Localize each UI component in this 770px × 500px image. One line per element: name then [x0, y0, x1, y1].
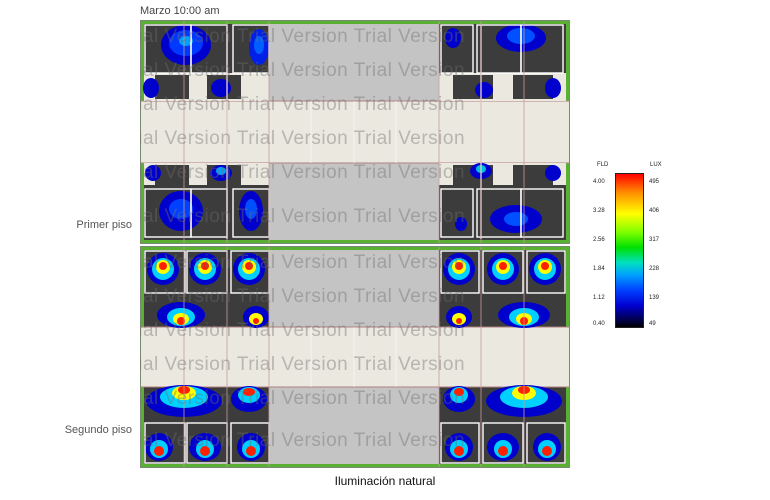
- legend-fld-tick: 2.56: [593, 237, 605, 243]
- legend-fld-tick: 0.40: [593, 321, 605, 327]
- legend-colorbar: [615, 173, 644, 328]
- illuminance-zones: [143, 24, 561, 233]
- watermark-text: Trial Version Trial Version Trial Versio…: [140, 286, 466, 307]
- legend-fld-tick: 1.12: [593, 295, 605, 301]
- legend-lux-tick: 49: [649, 321, 656, 327]
- first-floor-plan: [140, 20, 570, 244]
- legend-lux-tick: 495: [649, 179, 660, 185]
- watermark-text: Trial Version Trial Version Trial Versio…: [140, 430, 466, 451]
- watermark-text: Trial Version Trial Version Trial Versio…: [140, 252, 466, 273]
- corridor: [141, 327, 569, 387]
- corridor: [141, 101, 569, 163]
- floor-label-second: Segundo piso: [64, 424, 132, 436]
- figure-caption: Iluminación natural: [334, 474, 436, 488]
- watermark-text: Trial Version Trial Version Trial Versio…: [140, 26, 466, 47]
- watermark-text: Trial Version Trial Version Trial Versio…: [140, 320, 466, 341]
- watermark-text: Trial Version Trial Version Trial Versio…: [140, 162, 466, 183]
- legend-lux-tick: 406: [649, 208, 660, 214]
- watermark-text: Trial Version Trial Version Trial Versio…: [140, 206, 466, 227]
- watermark-layer: Trial Version Trial Version Trial Versio…: [140, 20, 568, 466]
- legend-fld-tick: 3.28: [593, 208, 605, 214]
- legend-fld-tick: 1.84: [593, 266, 605, 272]
- legend-fld-tick: 4.00: [593, 179, 605, 185]
- watermark-text: Trial Version Trial Version Trial Versio…: [140, 94, 466, 115]
- floor-label-first: Primer piso: [76, 219, 132, 231]
- watermark-text: Trial Version Trial Version Trial Versio…: [140, 128, 466, 149]
- walls: [144, 250, 566, 464]
- second-floor-plan: [140, 246, 570, 468]
- legend-lux-tick: 139: [649, 295, 660, 301]
- illuminance-zones: [145, 253, 562, 461]
- legend-lux-tick: 228: [649, 266, 660, 272]
- legend-lux-tick: 317: [649, 237, 660, 243]
- legend-lux-header: LUX: [650, 162, 662, 168]
- watermark-text: Trial Version Trial Version Trial Versio…: [140, 354, 466, 375]
- watermark-text: Trial Version Trial Version Trial Versio…: [140, 388, 466, 409]
- watermark-text: Trial Version Trial Version Trial Versio…: [140, 60, 466, 81]
- plot-title: Marzo 10:00 am: [140, 5, 220, 17]
- legend-fld-header: FLD: [597, 162, 609, 168]
